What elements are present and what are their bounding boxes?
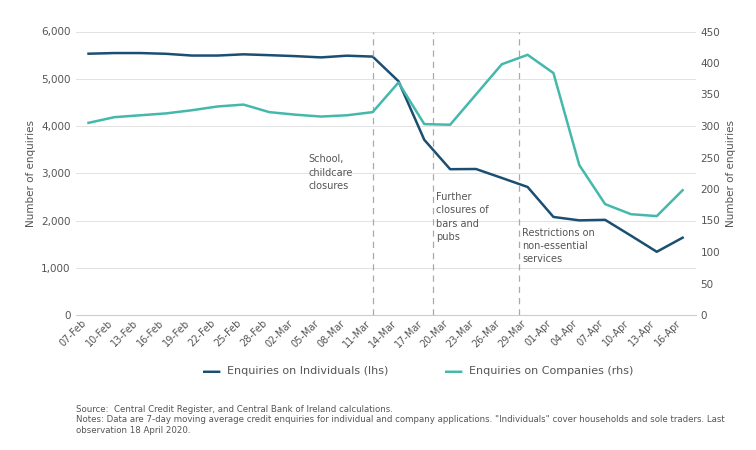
Enquiries on Companies (rhs) xyxy=(84,120,93,126)
Enquiries on Individuals (lhs) xyxy=(627,233,636,238)
Enquiries on Companies (rhs) xyxy=(549,70,558,76)
Enquiries on Individuals (lhs) xyxy=(678,235,687,240)
Enquiries on Individuals (lhs) xyxy=(420,137,429,143)
Enquiries on Individuals (lhs) xyxy=(652,249,662,255)
Enquiries on Companies (rhs) xyxy=(575,162,584,168)
Text: Restrictions on
non-essential
services: Restrictions on non-essential services xyxy=(522,228,595,264)
Enquiries on Companies (rhs) xyxy=(445,122,454,127)
Enquiries on Companies (rhs) xyxy=(523,52,532,58)
Text: Enquiries on Individuals (lhs): Enquiries on Individuals (lhs) xyxy=(227,366,388,376)
Enquiries on Companies (rhs) xyxy=(135,112,144,118)
Enquiries on Companies (rhs) xyxy=(239,102,248,107)
Text: Enquiries on Companies (rhs): Enquiries on Companies (rhs) xyxy=(469,366,633,376)
Enquiries on Individuals (lhs) xyxy=(342,53,352,58)
Enquiries on Individuals (lhs) xyxy=(445,166,454,172)
Text: Further
closures of
bars and
pubs: Further closures of bars and pubs xyxy=(436,192,488,242)
Enquiries on Companies (rhs) xyxy=(187,108,197,113)
Text: —: — xyxy=(202,362,222,381)
Enquiries on Individuals (lhs) xyxy=(239,52,248,57)
Enquiries on Individuals (lhs) xyxy=(135,50,144,56)
Text: School,
childcare
closures: School, childcare closures xyxy=(308,154,352,191)
Enquiries on Companies (rhs) xyxy=(110,114,119,120)
Enquiries on Individuals (lhs) xyxy=(317,55,326,60)
Enquiries on Individuals (lhs) xyxy=(84,51,93,56)
Enquiries on Individuals (lhs) xyxy=(368,54,377,59)
Text: —: — xyxy=(444,362,463,381)
Y-axis label: Number of enquiries: Number of enquiries xyxy=(726,120,736,227)
Enquiries on Companies (rhs) xyxy=(472,92,481,97)
Enquiries on Individuals (lhs) xyxy=(394,78,403,84)
Enquiries on Companies (rhs) xyxy=(290,112,299,117)
Enquiries on Companies (rhs) xyxy=(394,80,403,85)
Enquiries on Individuals (lhs) xyxy=(187,53,197,58)
Y-axis label: Number of enquiries: Number of enquiries xyxy=(26,120,36,227)
Enquiries on Companies (rhs) xyxy=(652,213,662,219)
Enquiries on Individuals (lhs) xyxy=(600,217,609,223)
Enquiries on Companies (rhs) xyxy=(162,111,171,116)
Enquiries on Companies (rhs) xyxy=(678,188,687,193)
Enquiries on Companies (rhs) xyxy=(265,109,274,115)
Enquiries on Companies (rhs) xyxy=(342,112,352,118)
Enquiries on Individuals (lhs) xyxy=(497,175,507,180)
Enquiries on Companies (rhs) xyxy=(600,202,609,207)
Text: Source:  Central Credit Register, and Central Bank of Ireland calculations.
Note: Source: Central Credit Register, and Cen… xyxy=(76,405,724,435)
Enquiries on Companies (rhs) xyxy=(213,104,222,109)
Enquiries on Companies (rhs) xyxy=(627,212,636,217)
Enquiries on Companies (rhs) xyxy=(497,62,507,67)
Enquiries on Individuals (lhs) xyxy=(265,53,274,58)
Line: Enquiries on Companies (rhs): Enquiries on Companies (rhs) xyxy=(88,55,683,216)
Enquiries on Individuals (lhs) xyxy=(110,50,119,56)
Enquiries on Individuals (lhs) xyxy=(523,184,532,190)
Line: Enquiries on Individuals (lhs): Enquiries on Individuals (lhs) xyxy=(88,53,683,252)
Enquiries on Companies (rhs) xyxy=(317,114,326,119)
Enquiries on Individuals (lhs) xyxy=(575,218,584,223)
Enquiries on Individuals (lhs) xyxy=(472,166,481,172)
Enquiries on Companies (rhs) xyxy=(420,122,429,127)
Enquiries on Individuals (lhs) xyxy=(162,51,171,57)
Enquiries on Individuals (lhs) xyxy=(549,214,558,220)
Enquiries on Companies (rhs) xyxy=(368,109,377,115)
Enquiries on Individuals (lhs) xyxy=(290,54,299,59)
Enquiries on Individuals (lhs) xyxy=(213,53,222,58)
